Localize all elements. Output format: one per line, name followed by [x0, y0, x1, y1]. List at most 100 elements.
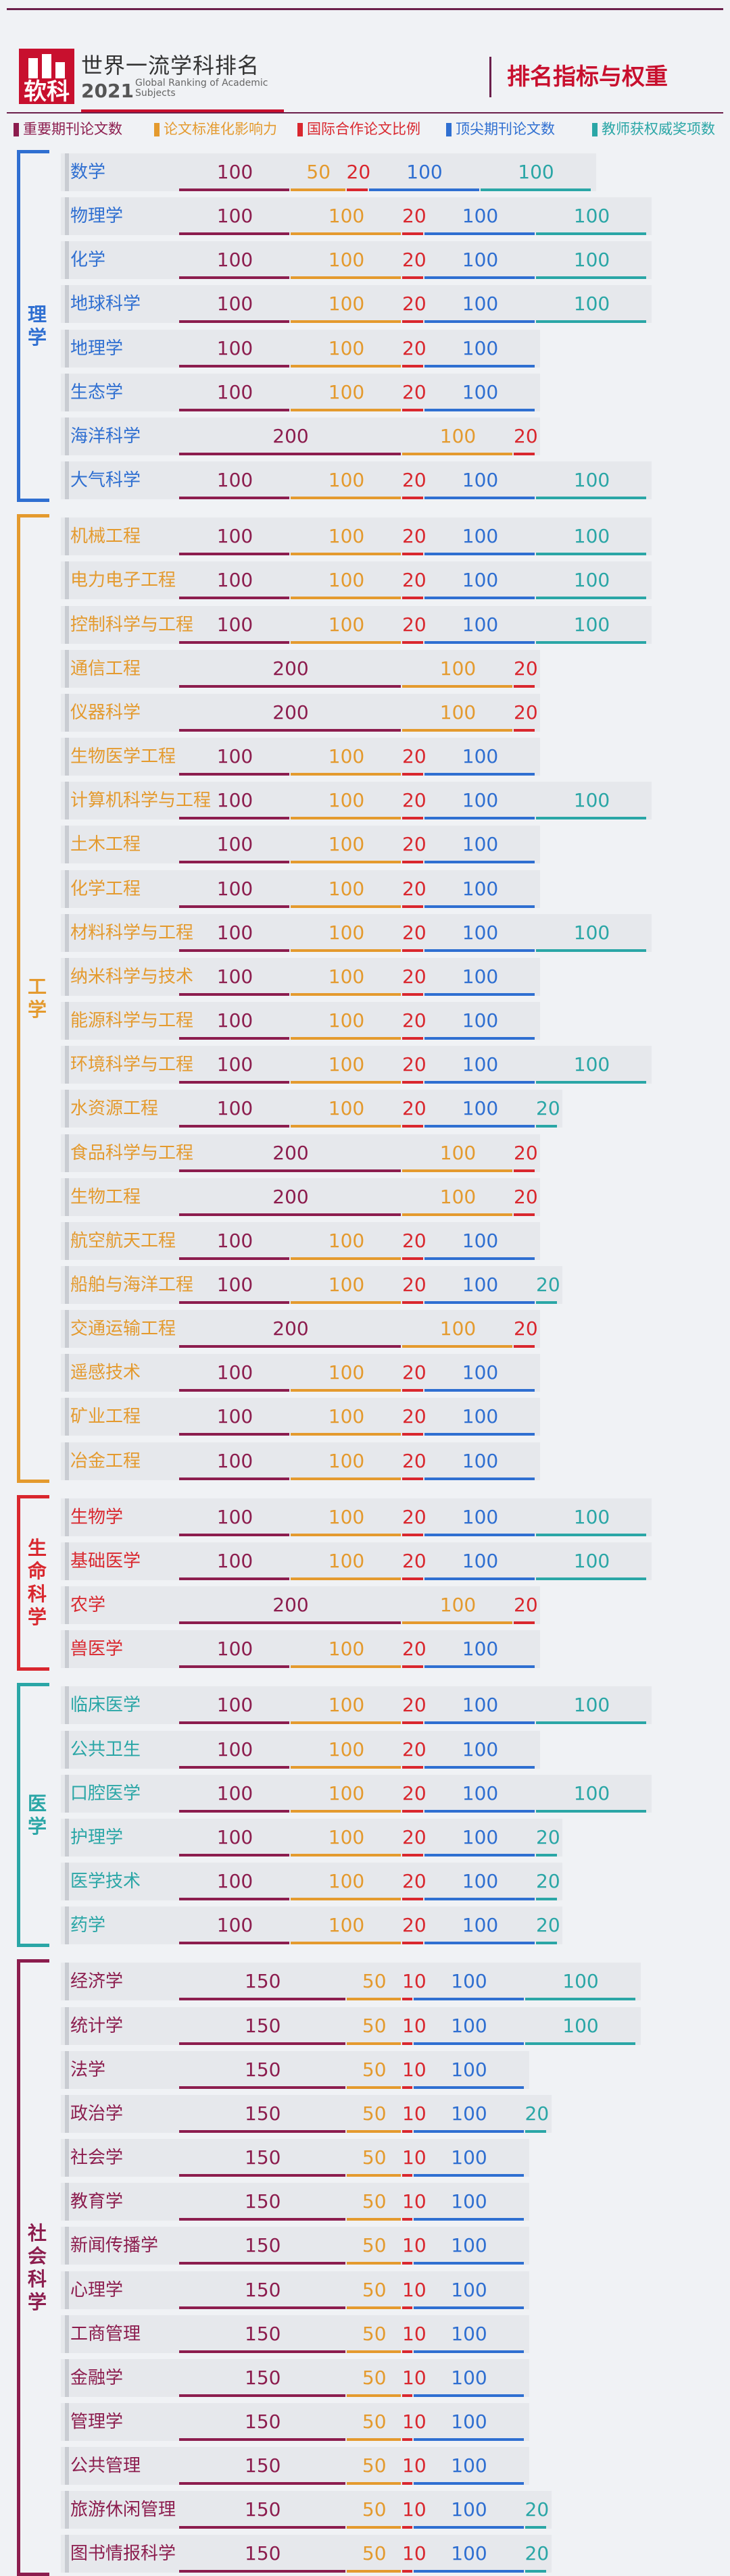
bar-segment-top: 100 [413, 2007, 525, 2045]
data-label: 10 [402, 2447, 427, 2485]
bar-segment-cnci: 100 [402, 694, 514, 732]
subject-label: 纳米科学与技术 [70, 966, 194, 987]
subject-label: 心理学 [70, 2279, 124, 2300]
segment-underline [291, 861, 401, 864]
row-edge-shadow [65, 2535, 69, 2573]
data-label: 100 [328, 1638, 365, 1661]
bar-segment-ic: 10 [402, 2491, 427, 2529]
data-label: 100 [462, 1694, 499, 1717]
bar-segment-ic: 20 [402, 1731, 427, 1769]
segment-underline [402, 1081, 423, 1084]
segment-underline [179, 2438, 345, 2441]
row-edge-shadow [65, 1221, 69, 1260]
segment-underline [402, 2306, 412, 2309]
header: 软科 世界一流学科排名 2021 Global Ranking of Acade… [0, 14, 730, 122]
bar-segment-cnci: 100 [291, 826, 402, 864]
data-label: 200 [272, 1594, 309, 1617]
segment-underline [346, 188, 368, 191]
bar-segment-top: 100 [424, 870, 536, 908]
data-label: 100 [573, 525, 610, 548]
segment-underline [291, 1125, 401, 1128]
data-label: 50 [362, 2234, 387, 2257]
segment-underline [346, 2526, 401, 2529]
subject-label: 生物医学工程 [70, 747, 176, 767]
segment-underline [402, 2129, 412, 2133]
data-label: 100 [328, 1825, 365, 1848]
data-label: 100 [451, 2146, 487, 2169]
segment-underline [179, 1169, 401, 1172]
bar-segment-cnci: 100 [402, 418, 514, 455]
bar-segment-cnci: 100 [291, 1542, 402, 1580]
segment-underline [402, 1345, 512, 1348]
chart-row: 仪器科学 200 100 20 [61, 690, 730, 732]
data-label: 150 [245, 2542, 281, 2565]
data-label: 100 [216, 877, 253, 900]
bar-segment-cnci: 50 [346, 2491, 403, 2529]
row-bar-background [61, 2006, 641, 2045]
segment-underline [424, 1081, 535, 1084]
data-label: 150 [245, 2278, 281, 2301]
row-edge-shadow [65, 373, 69, 411]
bar-segment-cnci: 100 [291, 914, 402, 952]
segment-underline [424, 1433, 535, 1436]
data-label: 100 [216, 1782, 253, 1804]
bar-segment-pub: 150 [179, 2359, 347, 2397]
bar-segment-pub: 100 [179, 285, 291, 324]
data-label: 100 [573, 921, 610, 944]
bar-segment-ic: 20 [402, 285, 427, 324]
data-label: 100 [462, 1738, 499, 1761]
segment-underline [536, 1125, 557, 1128]
data-label: 50 [362, 2058, 387, 2081]
bar-segment-ic: 20 [402, 1046, 427, 1084]
group-bracket-cap [17, 499, 49, 503]
subject-label: 化学工程 [70, 878, 141, 899]
chart-row: 生态学 100 100 20 100 [61, 370, 730, 411]
data-label: 20 [402, 877, 427, 900]
bar-segment-top: 100 [424, 958, 536, 996]
row-edge-shadow [65, 782, 69, 820]
bar-segment-ic: 20 [402, 738, 427, 776]
segment-underline [346, 2438, 401, 2441]
segment-underline [291, 640, 401, 644]
bar-segment-pub: 100 [179, 1442, 291, 1480]
legend-item-award: 教师获权威奖项数 [592, 119, 715, 139]
bar-segment-cnci: 100 [291, 958, 402, 996]
segment-underline [179, 2394, 345, 2397]
bar-segment-award: 100 [536, 461, 648, 500]
row-bar-background [61, 417, 540, 455]
legend-swatch-pub [14, 123, 19, 136]
bar-segment-pub: 100 [179, 1222, 291, 1260]
segment-underline [402, 1765, 423, 1769]
segment-underline [179, 320, 289, 324]
segment-underline [291, 992, 401, 996]
bar-segment-top: 100 [368, 153, 481, 191]
bar-segment-award: 100 [525, 1963, 637, 2001]
bar-segment-cnci: 100 [291, 561, 402, 600]
data-label: 10 [402, 2139, 427, 2177]
row-edge-shadow [65, 1310, 69, 1348]
segment-underline [402, 1125, 423, 1128]
row-bar-background [61, 2315, 529, 2353]
bar-segment-cnci: 100 [291, 330, 402, 368]
bar-segment-top: 100 [424, 1775, 536, 1813]
data-label: 20 [514, 1141, 538, 1164]
chart-row: 物理学 100 100 20 100 100 [61, 194, 730, 236]
legend-label: 重要期刊论文数 [23, 121, 122, 137]
row-edge-shadow [65, 241, 69, 280]
row-edge-shadow [65, 2183, 69, 2221]
subject-label: 通信工程 [70, 658, 141, 679]
data-label: 10 [402, 2183, 427, 2221]
data-label: 10 [402, 2271, 427, 2309]
row-edge-shadow [65, 1398, 69, 1436]
bar-segment-ic: 20 [402, 870, 427, 908]
segment-underline [402, 728, 512, 732]
data-label: 200 [272, 424, 309, 447]
bar-segment-top: 100 [424, 1398, 536, 1436]
bar-segment-award: 20 [536, 1090, 560, 1128]
data-label: 20 [402, 1229, 427, 1252]
data-label: 100 [462, 1825, 499, 1848]
chart-legend: 重要期刊论文数 论文标准化影响力 国际合作论文比例 顶尖期刊论文数 教师获权威奖项数 [14, 119, 723, 139]
data-label: 100 [462, 1549, 499, 1572]
bar-segment-award: 100 [536, 606, 648, 644]
bar-segment-ic: 20 [402, 1002, 427, 1040]
